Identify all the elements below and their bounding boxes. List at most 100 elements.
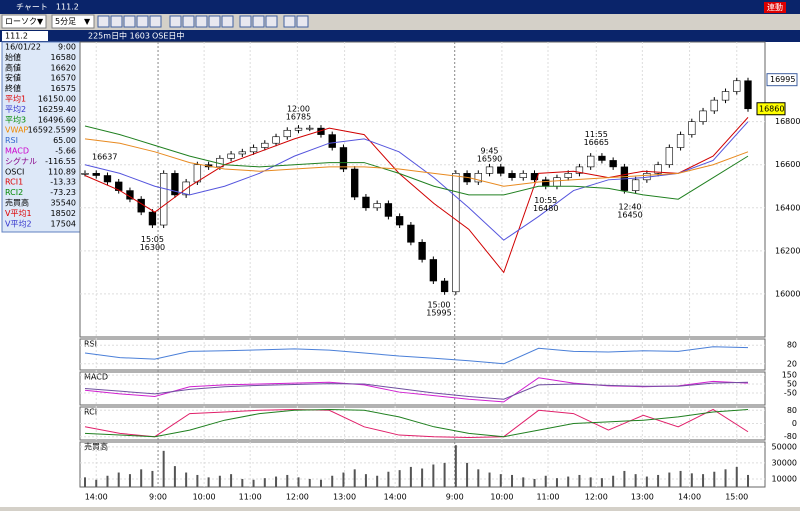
info-value: 16620 bbox=[51, 63, 76, 72]
icon[interactable] bbox=[283, 15, 296, 28]
volume-bar bbox=[117, 472, 120, 487]
candle bbox=[609, 160, 617, 168]
y-tick-label: 80 bbox=[787, 406, 797, 415]
info-label: 平均2 bbox=[5, 104, 26, 114]
icon[interactable] bbox=[208, 15, 221, 28]
info-label: RCI1 bbox=[5, 178, 23, 187]
candle bbox=[407, 224, 415, 243]
info-label: 平均1 bbox=[5, 94, 26, 104]
panel-label: RCI bbox=[84, 408, 97, 417]
info-label: シグナル bbox=[5, 156, 37, 166]
x-tick-label: 9:00 bbox=[149, 493, 167, 502]
x-tick-label: 10:00 bbox=[193, 493, 216, 502]
info-value: 110.89 bbox=[48, 167, 76, 176]
info-value: 65.00 bbox=[53, 136, 76, 145]
ma-line bbox=[84, 121, 749, 241]
info-value: 18502 bbox=[51, 209, 76, 218]
icon[interactable] bbox=[97, 15, 110, 28]
volume-bar bbox=[409, 466, 412, 487]
code: 111.2 bbox=[5, 32, 28, 41]
link-button[interactable] bbox=[764, 2, 786, 13]
y-tick-label: 20 bbox=[787, 359, 797, 368]
volume-bar bbox=[84, 477, 86, 487]
y-tick-label: -50 bbox=[784, 388, 797, 397]
y-tick-label: 16800 bbox=[775, 117, 800, 126]
annotation-time: 9:45 bbox=[481, 146, 499, 155]
x-tick-label: 14:00 bbox=[85, 493, 108, 502]
candle bbox=[418, 241, 426, 260]
y-tick-label: 50000 bbox=[772, 442, 797, 451]
y-tick-label: 10000 bbox=[772, 474, 797, 483]
annotation-time: 10:55 bbox=[534, 196, 557, 205]
x-tick-label: 13:00 bbox=[631, 493, 654, 502]
volume-bar bbox=[657, 474, 660, 487]
y-tick-label: 16600 bbox=[775, 160, 800, 169]
icon[interactable] bbox=[149, 15, 162, 28]
volume-bar bbox=[600, 478, 603, 487]
volume-bar bbox=[207, 477, 210, 487]
candle bbox=[272, 136, 280, 144]
volume-bar bbox=[477, 469, 480, 487]
candle bbox=[575, 166, 584, 174]
info-label: 高値 bbox=[5, 62, 21, 72]
volume-bar bbox=[364, 474, 367, 487]
info-label: V平均1 bbox=[5, 208, 32, 218]
icon[interactable] bbox=[252, 15, 265, 28]
volume-bar bbox=[331, 475, 334, 487]
indicator-line bbox=[84, 346, 749, 365]
icon[interactable] bbox=[182, 15, 195, 28]
x-tick-label: 15:00 bbox=[725, 493, 748, 502]
y-tick-label: 16000 bbox=[775, 289, 800, 298]
period-select[interactable] bbox=[51, 14, 95, 29]
candle bbox=[328, 134, 336, 148]
info-label: 16/01/22 bbox=[5, 43, 41, 52]
candle bbox=[103, 175, 112, 183]
icon[interactable] bbox=[221, 15, 234, 28]
candle bbox=[440, 280, 449, 293]
candle bbox=[373, 203, 381, 209]
candle bbox=[249, 147, 258, 153]
volume-bar bbox=[724, 469, 727, 487]
session: OSE日中 bbox=[152, 31, 184, 41]
icon[interactable] bbox=[123, 15, 136, 28]
title-bar bbox=[0, 0, 800, 14]
candle bbox=[744, 80, 752, 110]
volume-bar bbox=[454, 445, 457, 487]
candle bbox=[306, 127, 314, 130]
style-select[interactable] bbox=[1, 14, 47, 29]
icon[interactable] bbox=[296, 15, 309, 28]
x-tick-label: 12:00 bbox=[585, 493, 608, 502]
info-label: VWAP bbox=[5, 126, 28, 135]
icon[interactable] bbox=[110, 15, 123, 28]
high-box bbox=[766, 73, 798, 87]
volume-bar bbox=[263, 478, 266, 487]
chart: 16/01/22 9:00 始値 16580 高値 16620 安値 16570 終値 16575… bbox=[5, 41, 800, 502]
info-label: RCI2 bbox=[5, 188, 23, 197]
y-tick-label: 30000 bbox=[772, 458, 797, 467]
info-value: 35540 bbox=[51, 199, 76, 208]
y-tick-label: -80 bbox=[784, 432, 797, 441]
volume-bar bbox=[353, 469, 356, 487]
y-tick-label: 0 bbox=[792, 419, 797, 428]
x-tick-label: 12:00 bbox=[286, 493, 309, 502]
icon[interactable] bbox=[169, 15, 182, 28]
info-value: -116.55 bbox=[45, 157, 76, 166]
info-value: 16496.60 bbox=[38, 115, 76, 124]
x-tick-label: 14:00 bbox=[384, 493, 407, 502]
volume-bar bbox=[342, 472, 345, 487]
x-tick-label: 11:00 bbox=[536, 493, 559, 502]
icon[interactable] bbox=[195, 15, 208, 28]
icon[interactable] bbox=[136, 15, 149, 28]
high-label: 16995 bbox=[770, 75, 795, 84]
code-input[interactable] bbox=[2, 31, 48, 41]
candle bbox=[429, 259, 438, 282]
icon[interactable] bbox=[239, 15, 252, 28]
candle bbox=[171, 173, 179, 196]
x-tick-label: 14:00 bbox=[678, 493, 701, 502]
panel-frame bbox=[79, 338, 766, 371]
indicator-line bbox=[84, 381, 749, 400]
icon[interactable] bbox=[265, 15, 278, 28]
annotation-time: 15:00 bbox=[427, 301, 450, 310]
candle bbox=[688, 121, 696, 135]
